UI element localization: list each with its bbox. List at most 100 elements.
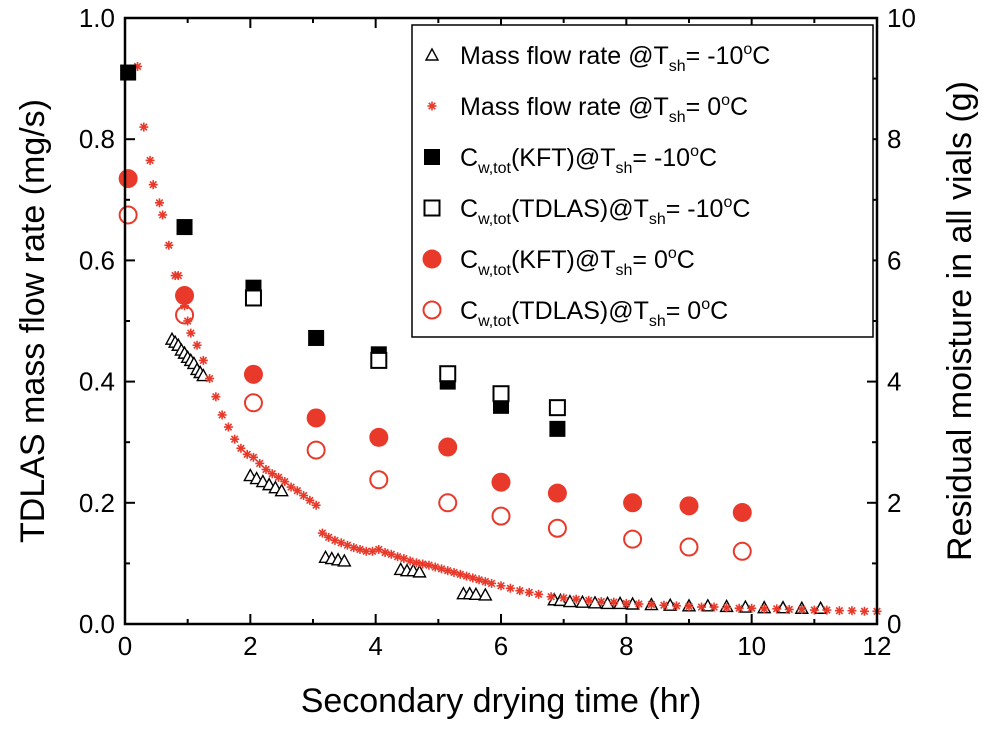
data-point-filled-square xyxy=(308,329,325,346)
data-point-asterisk xyxy=(455,569,465,579)
data-point-open-triangle xyxy=(412,564,427,578)
data-point-open-circle xyxy=(623,529,643,549)
data-point-filled-circle xyxy=(243,364,263,384)
data-point-asterisk xyxy=(380,547,390,557)
plot-marks xyxy=(118,61,882,616)
data-point-asterisk xyxy=(747,603,757,613)
series-0 xyxy=(164,331,828,614)
data-point-asterisk xyxy=(393,552,403,562)
data-point-asterisk xyxy=(292,486,302,496)
data-point-asterisk xyxy=(211,392,221,402)
data-point-asterisk xyxy=(186,328,196,338)
data-point-asterisk xyxy=(671,601,681,611)
data-point-asterisk xyxy=(158,210,168,220)
data-point-open-circle xyxy=(306,440,326,460)
y-tick-label: 0.2 xyxy=(79,488,115,518)
y-tick-label: 0.6 xyxy=(79,245,115,275)
data-point-open-circle xyxy=(369,470,389,490)
data-point-asterisk xyxy=(154,198,164,208)
data-point-asterisk xyxy=(524,587,534,597)
data-point-asterisk xyxy=(411,558,421,568)
legend-marker-open-square xyxy=(423,199,441,217)
x-tick-label: 4 xyxy=(368,631,382,661)
data-point-open-square xyxy=(244,289,262,307)
data-point-filled-circle xyxy=(623,493,643,513)
data-point-asterisk xyxy=(584,595,594,605)
y-tick-label: 0.4 xyxy=(79,367,115,397)
legend-marker-open-triangle xyxy=(424,47,440,61)
x-tick-label: 2 xyxy=(243,631,257,661)
data-point-filled-circle xyxy=(175,286,195,306)
data-point-asterisk xyxy=(311,500,321,510)
data-point-asterisk xyxy=(139,122,149,132)
legend-entry-label: Mass flow rate @Tsh= 0oC xyxy=(460,92,748,126)
data-point-open-triangle xyxy=(337,553,352,567)
data-point-asterisk xyxy=(709,602,719,612)
data-point-asterisk xyxy=(430,562,440,572)
data-point-asterisk xyxy=(722,603,732,613)
data-point-asterisk xyxy=(474,575,484,585)
data-point-filled-circle xyxy=(732,502,752,522)
data-point-open-circle xyxy=(243,393,263,413)
data-point-asterisk xyxy=(847,606,857,616)
data-point-filled-circle xyxy=(438,437,458,457)
data-point-asterisk xyxy=(487,578,497,588)
data-point-asterisk xyxy=(133,61,143,71)
data-point-open-circle xyxy=(438,493,458,513)
data-point-asterisk xyxy=(148,180,158,190)
data-point-asterisk xyxy=(659,600,669,610)
data-point-asterisk xyxy=(198,355,208,365)
y-tick-label: 1.0 xyxy=(79,3,115,33)
legend-entry-label: Cw,tot(KFT)@Tsh= 0oC xyxy=(460,245,695,279)
data-point-asterisk xyxy=(405,556,415,566)
y2-axis-label: Residual moisture in all vials (g) xyxy=(941,81,979,561)
legend-entry-label: Mass flow rate @Tsh= -10oC xyxy=(460,41,770,75)
data-point-open-circle xyxy=(491,506,511,526)
data-point-asterisk xyxy=(480,577,490,587)
legend-marker-filled-square xyxy=(424,149,440,165)
data-point-open-triangle xyxy=(478,587,493,601)
data-point-asterisk xyxy=(242,449,252,459)
x-tick-label: 10 xyxy=(737,631,766,661)
legend-box xyxy=(411,24,874,338)
data-point-asterisk xyxy=(515,586,525,596)
y-tick-label: 0.0 xyxy=(79,609,115,639)
x-tick-label: 6 xyxy=(494,631,508,661)
data-point-asterisk xyxy=(305,495,315,505)
data-point-filled-circle xyxy=(369,427,389,447)
data-point-asterisk xyxy=(236,443,246,453)
data-point-filled-square xyxy=(549,420,566,437)
data-point-asterisk xyxy=(418,559,428,569)
data-point-asterisk xyxy=(784,604,794,614)
data-point-asterisk xyxy=(324,532,334,542)
data-point-asterisk xyxy=(449,567,459,577)
x-tick-label: 8 xyxy=(619,631,633,661)
data-point-asterisk xyxy=(559,593,569,603)
data-point-asterisk xyxy=(809,605,819,615)
data-point-open-square xyxy=(370,351,388,369)
legend-marker-open-circle xyxy=(422,300,442,320)
data-point-open-triangle xyxy=(700,598,715,612)
data-point-asterisk xyxy=(164,240,174,250)
data-point-asterisk xyxy=(205,374,215,384)
data-point-asterisk xyxy=(462,571,472,581)
series-3 xyxy=(244,289,566,417)
data-point-open-circle xyxy=(175,305,195,325)
data-point-open-square xyxy=(492,385,510,403)
data-point-asterisk xyxy=(496,581,506,591)
data-point-asterisk xyxy=(355,544,365,554)
y-tick-label: 0.8 xyxy=(79,124,115,154)
data-point-filled-square xyxy=(176,219,193,236)
data-point-filled-circle xyxy=(547,483,567,503)
data-point-asterisk xyxy=(274,472,284,482)
data-point-filled-circle xyxy=(491,472,511,492)
data-point-asterisk xyxy=(267,469,277,479)
data-point-open-square xyxy=(548,399,566,417)
data-point-open-circle xyxy=(547,518,567,538)
data-point-asterisk xyxy=(336,538,346,548)
data-point-asterisk xyxy=(261,464,271,474)
legend-marker-filled-circle xyxy=(422,249,442,269)
legend-entry-label: Cw,tot(TDLAS)@Tsh= -10oC xyxy=(460,194,750,228)
x-axis-label: Secondary drying time (hr) xyxy=(301,682,702,720)
